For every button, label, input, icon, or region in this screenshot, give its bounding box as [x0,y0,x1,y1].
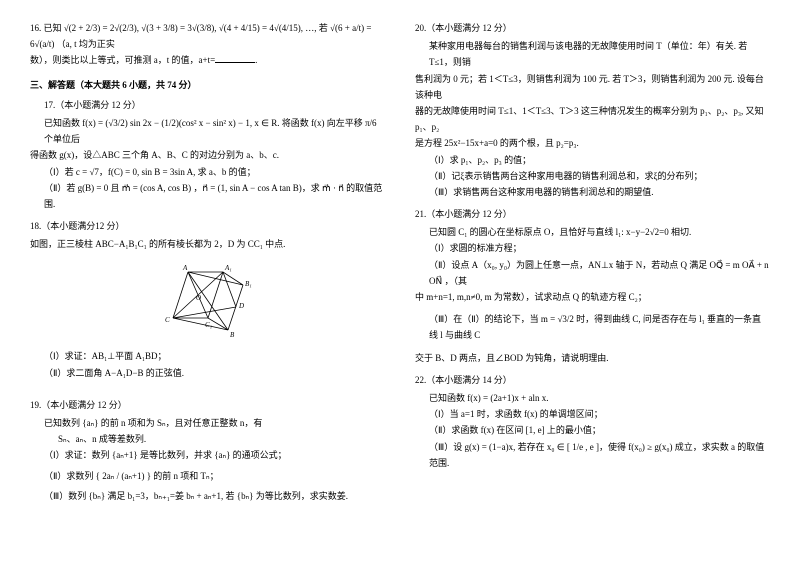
q21-ii-a: （Ⅱ）设点 A（x₀, y₀）为圆上任意一点，AN⊥x 轴于 N，若动点 Q 满… [415,257,770,289]
problem-19: 19.（本小题满分 12 分） 已知数列 {aₙ} 的前 n 项和为 Sₙ，且对… [30,397,385,504]
svg-text:A₁: A₁ [224,264,232,272]
svg-text:D: D [238,302,244,310]
section-3-title: 三、解答题（本大题共 6 小题，共 74 分） [30,77,385,93]
q19-iii: （Ⅲ）数列 {bₙ} 满足 b₁=3，bₙ₊₁=姜 bₙ + aₙ+1, 若 {… [30,488,385,504]
q22-line1: 已知函数 f(x) = (2a+1)x + aln x. [415,390,770,406]
q19-ii: （Ⅱ）求数列 { 2aₙ / (aₙ+1) } 的前 n 项和 Tₙ； [30,468,385,484]
svg-text:O: O [196,294,201,302]
q20-ii: （Ⅱ）记ξ表示销售两台这种家用电器的销售利润总和，求ξ的分布列； [415,168,770,184]
q19-line2: Sₙ、aₙ、n 成等差数列. [30,431,385,447]
problem-21: 21.（本小题满分 12 分） 已知圆 C₁ 的圆心在坐标原点 O，且恰好与直线… [415,206,770,366]
q17-ii: （Ⅱ）若 g(B) = 0 且 m⃗ = (cos A, cos B) ，n⃗ … [30,180,385,212]
q17-line1: 已知函数 f(x) = (√3/2) sin 2x − (1/2)(cos² x… [30,115,385,147]
prism-figure: A A₁ B₁ C C₁ B D O [30,260,385,340]
svg-text:B₁: B₁ [245,280,252,288]
svg-text:B: B [230,331,235,339]
right-column: 20.（本小题满分 12 分） 某种家用电器每台的销售利润与该电器的无故障使用时… [415,20,770,510]
q19-header: 19.（本小题满分 12 分） [30,397,385,413]
q17-line2: 得函数 g(x)，设△ABC 三个角 A、B、C 的对边分别为 a、b、c. [30,147,385,163]
problem-16: 16. 已知 √(2 + 2/3) = 2√(2/3), √(3 + 3/8) … [30,20,385,69]
blank-fill [215,52,255,63]
problem-22: 22.（本小题满分 14 分） 已知函数 f(x) = (2a+1)x + al… [415,372,770,471]
q22-header: 22.（本小题满分 14 分） [415,372,770,388]
prism-svg: A A₁ B₁ C C₁ B D O [153,260,263,340]
q21-iii-a: （Ⅲ）在（Ⅱ）的结论下，当 m = √3/2 时，得到曲线 C, 问是否存在与 … [415,311,770,343]
q16-line1: 16. 已知 √(2 + 2/3) = 2√(2/3), √(3 + 3/8) … [30,20,385,52]
q20-line2: 售利润为 0 元；若 1＜T≤3，则销售利润为 100 元. 若 T＞3，则销售… [415,71,770,103]
q18-ii: （Ⅱ）求二面角 A−A₁D−B 的正弦值. [30,365,385,381]
q20-line3: 器的无故障使用时间 T≤1、1＜T≤3、T＞3 这三种情况发生的概率分别为 p₁… [415,103,770,135]
q20-iii: （Ⅲ）求销售两台这种家用电器的销售利润总和的期望值. [415,184,770,200]
q19-i: （Ⅰ）求证：数列 {aₙ+1} 是等比数列，并求 {aₙ} 的通项公式； [30,447,385,463]
q19-line1: 已知数列 {aₙ} 的前 n 项和为 Sₙ，且对任意正整数 n，有 [30,415,385,431]
q21-line1: 已知圆 C₁ 的圆心在坐标原点 O，且恰好与直线 l₁: x−y−2√2=0 相… [415,224,770,240]
q16-line2: 数），则类比以上等式，可推测 a，t 的值，a+t=. [30,52,385,68]
q20-header: 20.（本小题满分 12 分） [415,20,770,36]
q18-header: 18.（本小题满分12 分） [30,218,385,234]
problem-18: 18.（本小题满分12 分） 如图，正三棱柱 ABC−A₁B₁C₁ 的所有棱长都… [30,218,385,381]
q20-i: （Ⅰ）求 p₁、p₂、p₃ 的值； [415,152,770,168]
left-column: 16. 已知 √(2 + 2/3) = 2√(2/3), √(3 + 3/8) … [30,20,385,510]
q17-i: （Ⅰ）若 c = √7，f(C) = 0, sin B = 3sin A, 求 … [30,164,385,180]
problem-17: 17.（本小题满分 12 分） 已知函数 f(x) = (√3/2) sin 2… [30,97,385,212]
q21-ii-b: 中 m+n=1, m,n≠0, m 为常数），试求动点 Q 的轨迹方程 C₂； [415,289,770,305]
q22-iii: （Ⅲ）设 g(x) = (1−a)x, 若存在 x₀ ∈ [ 1/e , e ]… [415,439,770,471]
q22-i: （Ⅰ）当 a=1 时，求函数 f(x) 的单调增区间； [415,406,770,422]
q20-line1: 某种家用电器每台的销售利润与该电器的无故障使用时间 T（单位：年）有关. 若 T… [415,38,770,70]
problem-20: 20.（本小题满分 12 分） 某种家用电器每台的销售利润与该电器的无故障使用时… [415,20,770,200]
svg-text:C₁: C₁ [205,321,212,329]
q21-i: （Ⅰ）求圆的标准方程； [415,240,770,256]
svg-text:A: A [182,264,188,272]
q18-line1: 如图，正三棱柱 ABC−A₁B₁C₁ 的所有棱长都为 2，D 为 CC₁ 中点. [30,236,385,252]
q18-i: （Ⅰ）求证：AB₁⊥平面 A₁BD； [30,348,385,364]
q21-iii-b: 交于 B、D 两点，且∠BOD 为钝角，请说明理由. [415,350,770,366]
q17-header: 17.（本小题满分 12 分） [30,97,385,113]
q20-line4: 是方程 25x²−15x+a=0 的两个根，且 p₂=p₃. [415,135,770,151]
q22-ii: （Ⅱ）求函数 f(x) 在区间 [1, e] 上的最小值； [415,422,770,438]
svg-text:C: C [165,316,170,324]
q21-header: 21.（本小题满分 12 分） [415,206,770,222]
